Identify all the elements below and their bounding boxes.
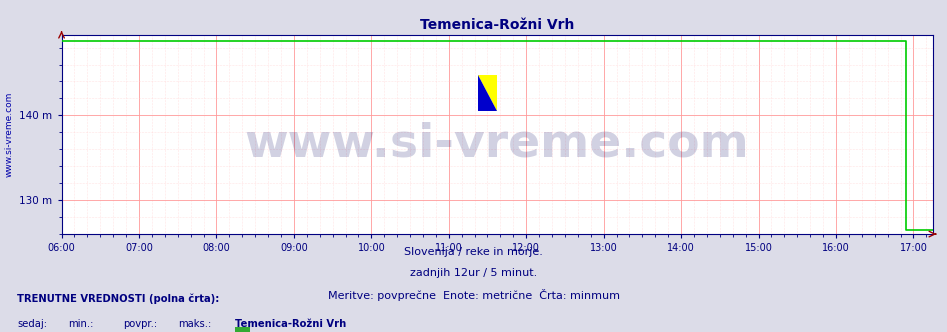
Text: zadnjih 12ur / 5 minut.: zadnjih 12ur / 5 minut. — [410, 268, 537, 278]
Polygon shape — [478, 75, 497, 111]
Text: maks.:: maks.: — [178, 319, 211, 329]
Text: www.si-vreme.com: www.si-vreme.com — [245, 122, 749, 167]
Text: sedaj:: sedaj: — [17, 319, 47, 329]
Title: Temenica-Rožni Vrh: Temenica-Rožni Vrh — [420, 18, 575, 32]
Text: TRENUTNE VREDNOSTI (polna črta):: TRENUTNE VREDNOSTI (polna črta): — [17, 294, 220, 304]
Text: www.si-vreme.com: www.si-vreme.com — [5, 92, 14, 177]
Text: Slovenija / reke in morje.: Slovenija / reke in morje. — [404, 247, 543, 257]
Text: Meritve: povprečne  Enote: metrične  Črta: minmum: Meritve: povprečne Enote: metrične Črta:… — [328, 289, 619, 300]
Text: min.:: min.: — [68, 319, 94, 329]
Text: Temenica-Rožni Vrh: Temenica-Rožni Vrh — [235, 319, 346, 329]
Text: povpr.:: povpr.: — [123, 319, 157, 329]
Polygon shape — [478, 75, 497, 111]
